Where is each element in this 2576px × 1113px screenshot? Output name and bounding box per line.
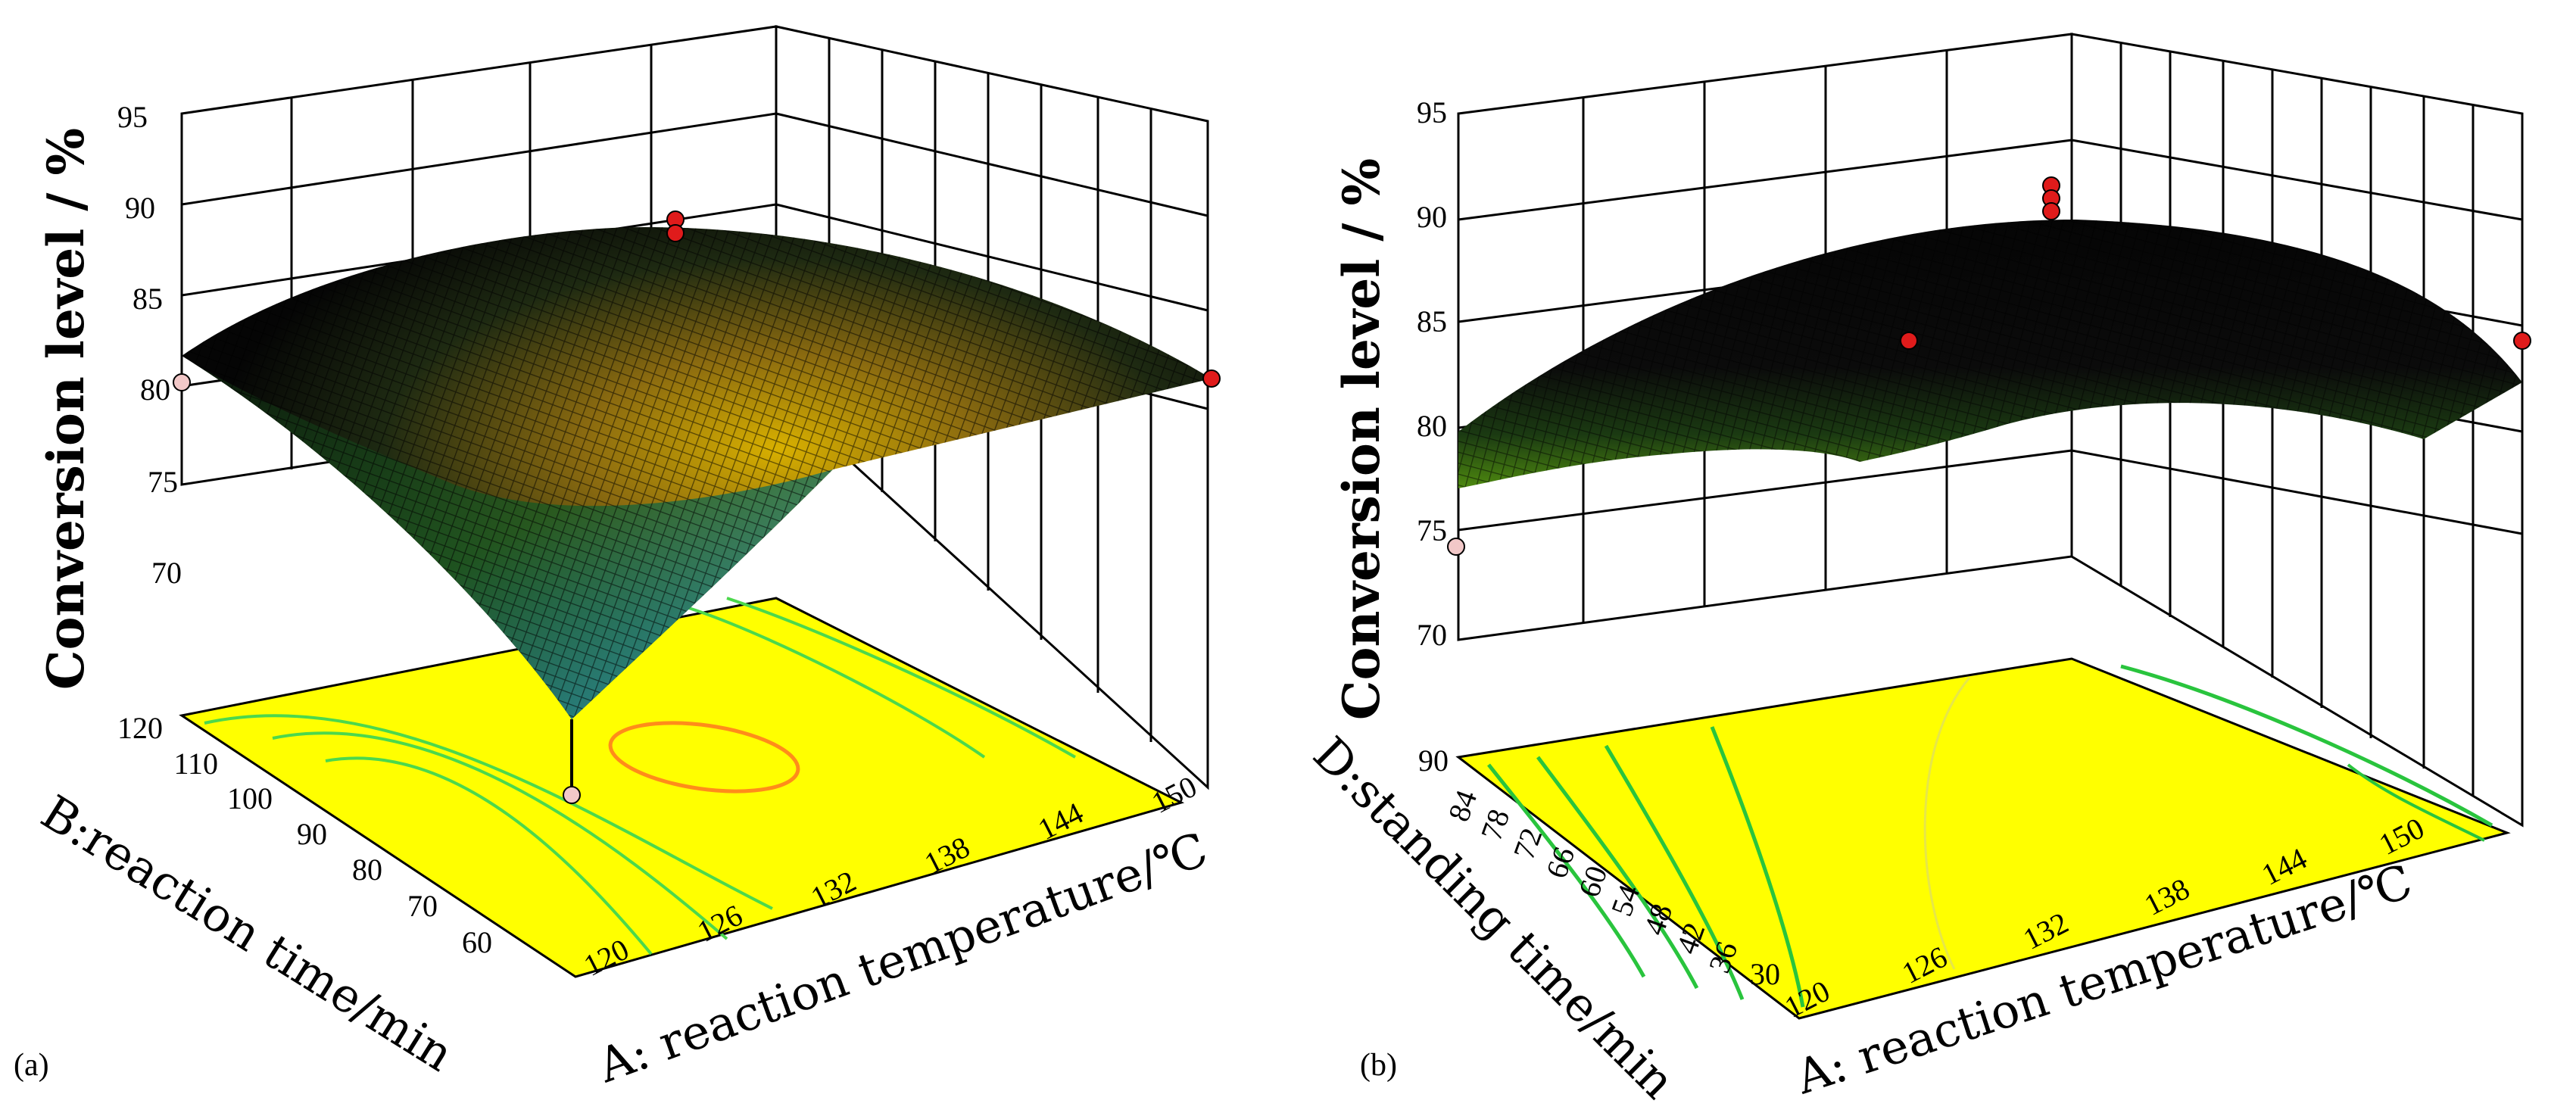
design-points-b <box>1447 176 2531 556</box>
z-tick-label: 95 <box>1417 95 1447 129</box>
design-point <box>173 373 191 391</box>
z-tick-label: 80 <box>1417 409 1447 443</box>
z-axis-ticks-a: 95 90 85 80 75 70 <box>117 100 182 590</box>
y-tick-label: 110 <box>173 747 218 781</box>
z-tick-label: 85 <box>1417 304 1447 338</box>
z-tick-label: 75 <box>148 465 178 499</box>
design-point <box>666 224 685 242</box>
y-tick-label: 78 <box>1474 805 1516 845</box>
y-tick-label: 90 <box>1418 744 1449 778</box>
x-tick-label: 150 <box>1146 769 1202 820</box>
panel-label: (a) <box>14 1048 49 1083</box>
y-tick-label: 60 <box>462 925 492 959</box>
design-point <box>1900 332 1918 350</box>
z-tick-label: 95 <box>117 100 148 134</box>
design-point <box>1202 369 1221 388</box>
y-tick-label: 100 <box>227 781 273 815</box>
y-tick-label: 30 <box>1750 957 1780 991</box>
z-tick-label: 90 <box>1417 200 1447 234</box>
response-surface-b <box>1458 220 2522 488</box>
y-tick-label: 84 <box>1441 786 1483 826</box>
z-axis-title: Conversion level / % <box>1332 158 1391 720</box>
design-point <box>2042 202 2060 220</box>
design-points-a <box>173 210 1221 804</box>
z-tick-label: 90 <box>125 191 155 225</box>
design-point <box>563 786 581 804</box>
response-surface-a <box>182 227 1212 795</box>
design-point <box>1447 538 1465 556</box>
z-axis-title: Conversion level / % <box>36 128 95 690</box>
z-tick-label: 70 <box>1417 618 1447 652</box>
y-tick-label: 80 <box>352 853 382 887</box>
contour-floor-b <box>1455 657 2511 1020</box>
z-tick-label: 70 <box>151 556 182 590</box>
design-point <box>2513 332 2531 350</box>
chart-panel-a: 95 90 85 80 75 70 Conversion level / % 1… <box>14 25 1221 1093</box>
z-tick-label: 75 <box>1417 513 1447 547</box>
z-tick-label: 85 <box>133 282 163 316</box>
surface-chart-a: 95 90 85 80 75 70 Conversion level / % 1… <box>14 25 1221 1093</box>
y-axis-ticks-a: 120 110 100 90 80 70 60 <box>117 711 492 959</box>
y-tick-label: 90 <box>297 817 327 851</box>
y-tick-label: 70 <box>407 889 438 923</box>
chart-panel-b: 95 90 85 80 75 70 Conversion level / % 9… <box>1288 0 2576 1113</box>
surface-chart-b: 95 90 85 80 75 70 Conversion level / % 9… <box>1302 33 2531 1109</box>
z-tick-label: 80 <box>140 373 170 407</box>
panel-label: (b) <box>1360 1048 1397 1083</box>
z-axis-ticks-b: 95 90 85 80 75 70 <box>1417 95 1447 652</box>
y-tick-label: 120 <box>117 711 163 745</box>
